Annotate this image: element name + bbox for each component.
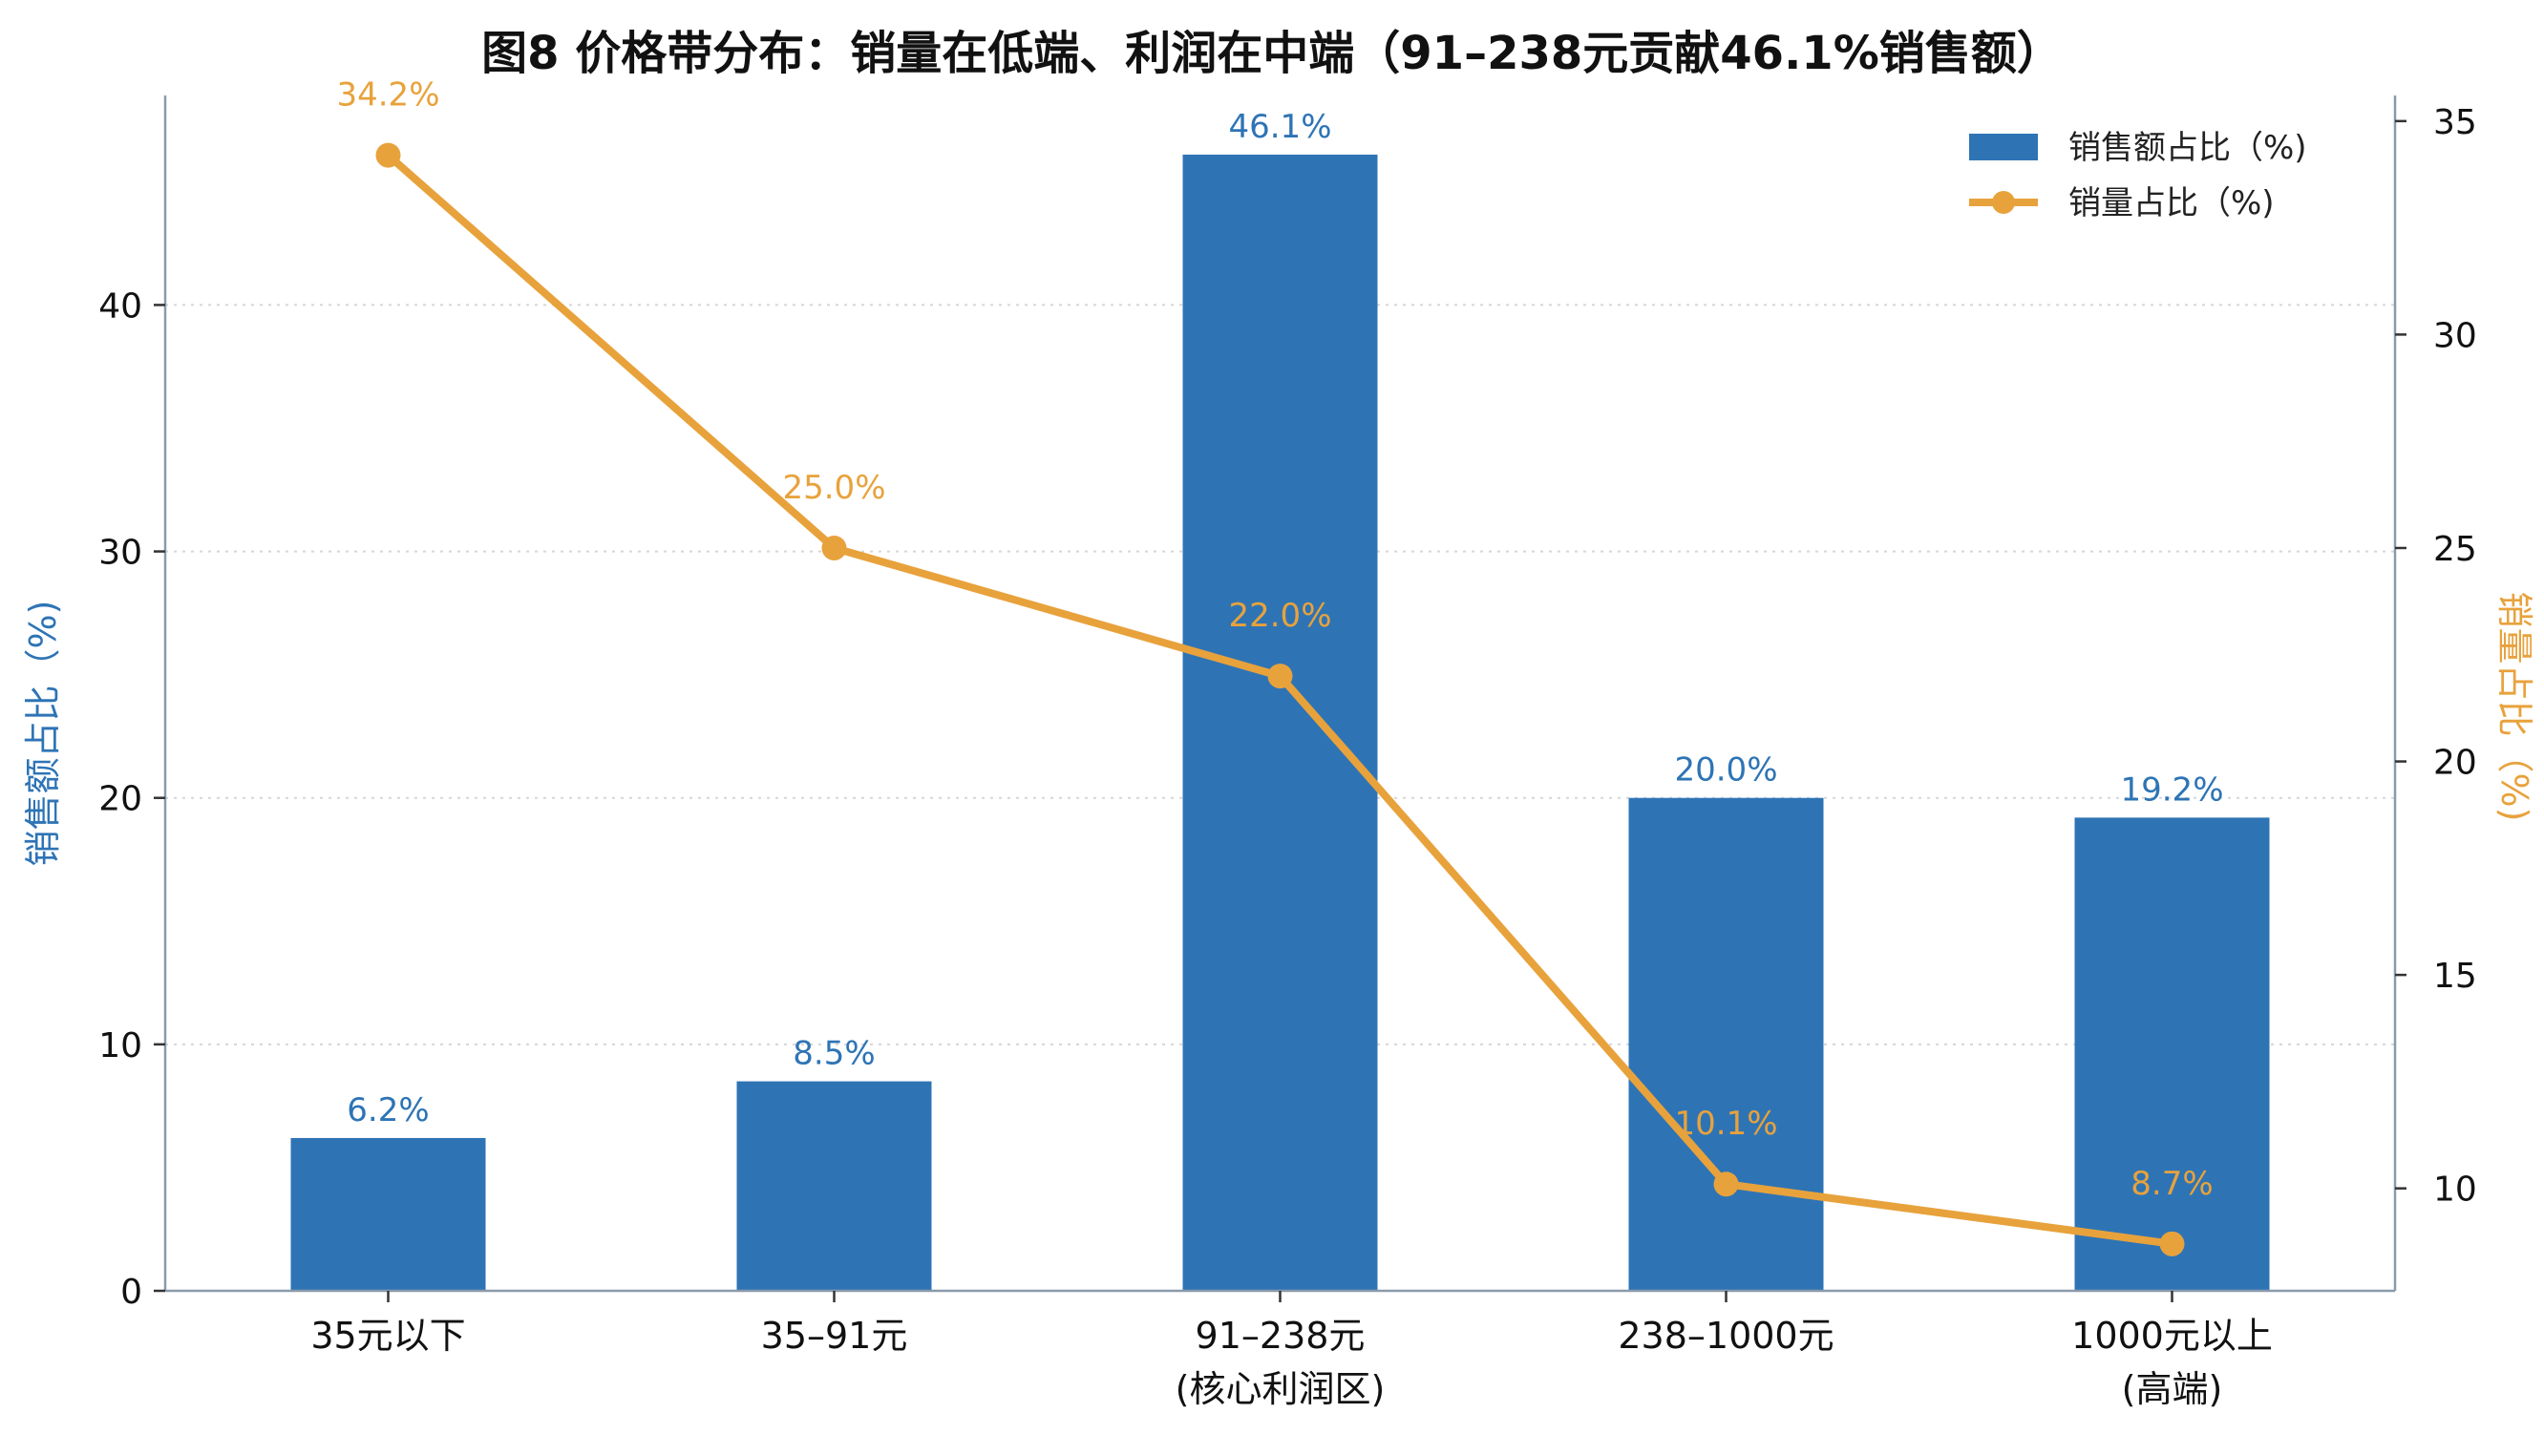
right-tick-label: 10 xyxy=(2433,1171,2477,1210)
right-tick-label: 15 xyxy=(2433,957,2477,996)
legend: 销售额占比（%) 销量占比（%) xyxy=(1969,129,2307,222)
line-value-label: 8.7% xyxy=(2131,1165,2213,1203)
x-tick-label: 35元以下 xyxy=(310,1315,465,1357)
line-value-label: 34.2% xyxy=(336,76,439,115)
left-tick-label: 30 xyxy=(98,534,142,573)
bar-value-label: 6.2% xyxy=(347,1091,429,1129)
x-tick-label: 238–1000元 xyxy=(1618,1315,1834,1357)
x-tick-label: 1000元以上(高端) xyxy=(2071,1315,2273,1410)
legend-line-marker xyxy=(1992,191,2015,214)
bar-value-label: 46.1% xyxy=(1228,108,1331,146)
line-point xyxy=(2159,1231,2185,1256)
volume-line xyxy=(375,142,2185,1256)
left-tick-label: 40 xyxy=(98,286,142,326)
bars xyxy=(290,154,2270,1292)
right-tick-label: 25 xyxy=(2433,530,2477,569)
bar xyxy=(2074,817,2270,1291)
legend-bar-swatch xyxy=(1969,134,2038,160)
right-tick-label: 35 xyxy=(2433,103,2477,142)
line-point xyxy=(375,142,401,168)
line-point xyxy=(821,535,847,560)
bar-value-label: 8.5% xyxy=(793,1035,875,1073)
chart-title: 图8 价格带分布：销量在低端、利润在中端（91–238元贡献46.1%销售额） xyxy=(481,27,2063,80)
right-tick-label: 20 xyxy=(2433,744,2477,783)
left-tick-label: 20 xyxy=(98,780,142,819)
bar xyxy=(736,1081,932,1291)
legend-line-label: 销量占比（%) xyxy=(2068,184,2275,222)
left-tick-label: 10 xyxy=(98,1026,142,1066)
line-value-label: 10.1% xyxy=(1674,1105,1777,1143)
right-axis-label: 销量占比（%) xyxy=(2493,592,2535,822)
right-tick-label: 30 xyxy=(2433,316,2477,355)
line-point xyxy=(1713,1171,1739,1197)
bar xyxy=(290,1137,486,1291)
line-value-labels: 34.2% 25.0% 22.0% 10.1% 8.7% xyxy=(336,76,2213,1203)
bar xyxy=(1182,154,1378,1292)
bar-value-label: 20.0% xyxy=(1674,751,1777,790)
bar xyxy=(1628,797,1824,1291)
gridlines xyxy=(165,304,2395,1045)
left-tick-label: 0 xyxy=(120,1273,142,1312)
axes: 0 10 20 30 40 10 15 20 25 30 35 35元以下 35–91元 91–238元(… xyxy=(98,95,2477,1410)
line-value-label: 22.0% xyxy=(1228,597,1331,635)
left-axis-label: 销售额占比（%) xyxy=(22,601,64,867)
line-value-label: 25.0% xyxy=(782,469,885,507)
bar-value-label: 19.2% xyxy=(2120,770,2223,809)
bar-value-labels: 6.2% 8.5% 46.1% 20.0% 19.2% xyxy=(347,108,2223,1129)
legend-bar-label: 销售额占比（%) xyxy=(2068,129,2307,167)
x-tick-label: 35–91元 xyxy=(761,1315,908,1357)
x-tick-label: 91–238元(核心利润区) xyxy=(1176,1315,1386,1410)
line-point xyxy=(1267,664,1293,689)
